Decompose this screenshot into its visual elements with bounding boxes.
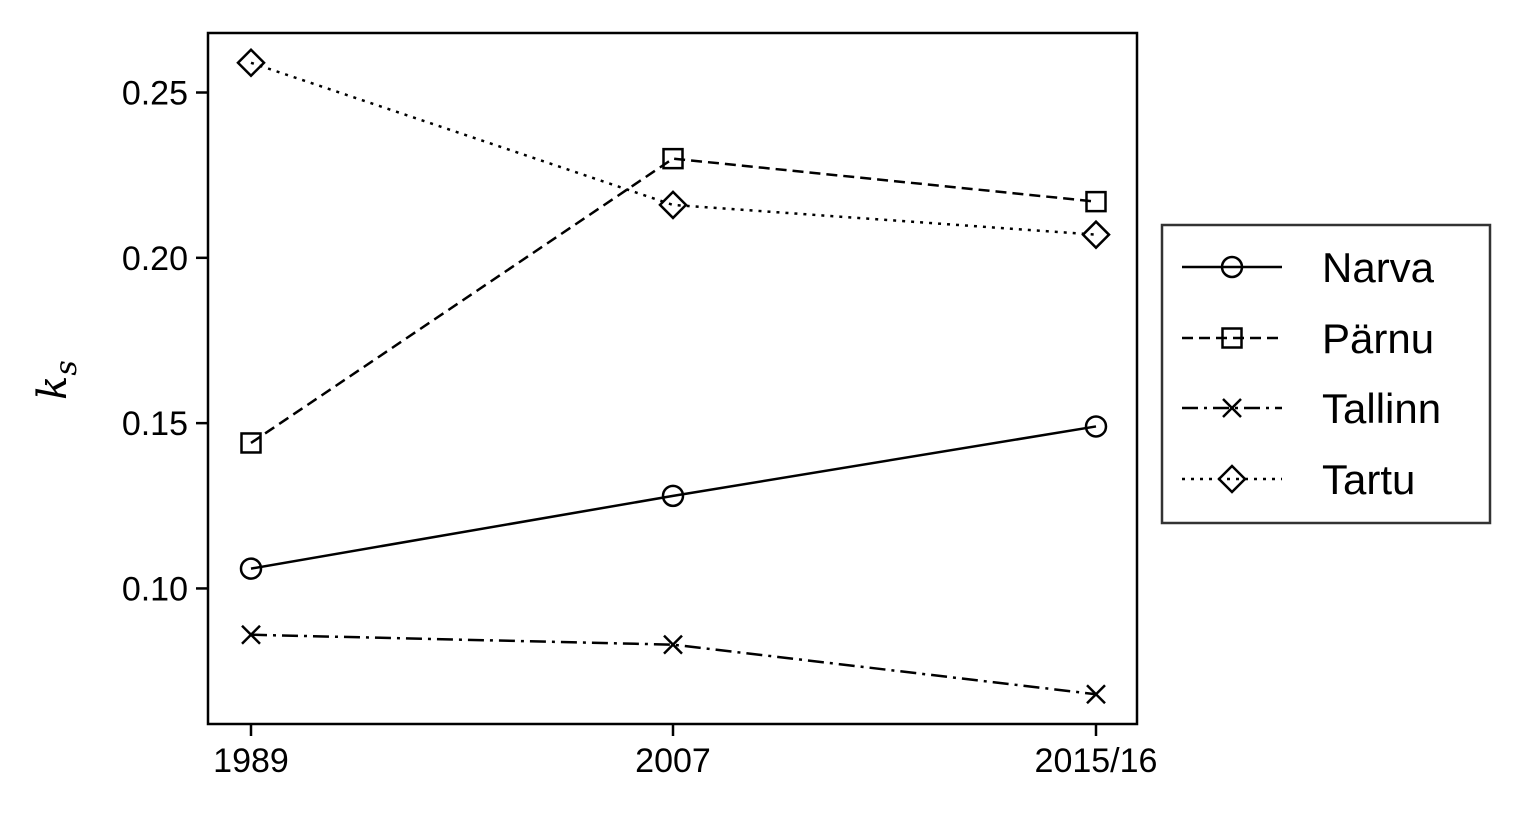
y-tick-label-2: 0.20 bbox=[122, 240, 188, 278]
plot-frame bbox=[206, 31, 1139, 726]
y-axis-label: ks bbox=[30, 360, 84, 400]
y-tick-label-1: 0.15 bbox=[122, 405, 188, 443]
point-tartu-2 bbox=[1081, 219, 1111, 250]
x-tick-label-0: 1989 bbox=[213, 742, 289, 780]
point-p-rnu-2 bbox=[1085, 190, 1107, 213]
series-layer bbox=[236, 47, 1111, 705]
x-tick-label-1: 2007 bbox=[635, 742, 711, 780]
point-tallinn-0-stroke-b bbox=[241, 624, 261, 645]
legend-entry-tartu: Tartu bbox=[1182, 456, 1415, 503]
point-tallinn-2 bbox=[1086, 684, 1106, 705]
series-p-rnu bbox=[240, 147, 1107, 454]
y-axis: 0.10 0.15 0.20 0.25 bbox=[122, 75, 208, 608]
point-narva-1 bbox=[661, 484, 685, 508]
series-tartu bbox=[236, 47, 1111, 250]
legend-marker-narva bbox=[1220, 255, 1244, 279]
legend-marker-tallinn-stroke-b bbox=[1222, 398, 1242, 418]
legend-label-tallinn: Tallinn bbox=[1322, 385, 1441, 432]
y-tick-label-0: 0.10 bbox=[122, 570, 188, 608]
point-tallinn-1-stroke-b bbox=[663, 634, 683, 655]
point-tartu-1 bbox=[658, 190, 688, 220]
point-tallinn-1 bbox=[663, 634, 683, 655]
series-line-tallinn bbox=[250, 633, 1097, 696]
x-axis: 1989 2007 2015/16 bbox=[213, 724, 1157, 780]
series-line-p-rnu bbox=[250, 157, 1097, 445]
legend-marker-p-rnu bbox=[1221, 327, 1243, 349]
point-p-rnu-1 bbox=[662, 147, 684, 170]
legend-label-p-rnu: Pärnu bbox=[1322, 315, 1434, 362]
y-axis-label-main: k bbox=[30, 376, 76, 400]
point-tallinn-0 bbox=[241, 624, 261, 645]
point-tartu-0 bbox=[236, 47, 266, 78]
y-axis-label-subscript: s bbox=[49, 360, 84, 375]
y-tick-label-3: 0.25 bbox=[122, 75, 188, 113]
point-narva-2 bbox=[1084, 415, 1108, 438]
legend-entry-p-rnu: Pärnu bbox=[1182, 315, 1434, 362]
legend-marker-tartu bbox=[1217, 464, 1247, 494]
series-tallinn bbox=[241, 624, 1106, 705]
legend-entry-tallinn: Tallinn bbox=[1182, 385, 1441, 432]
legend-frame bbox=[1160, 223, 1492, 525]
legend-entry-narva: Narva bbox=[1182, 244, 1435, 291]
legend-label-tartu: Tartu bbox=[1322, 456, 1415, 503]
plot-area bbox=[206, 31, 1139, 726]
series-narva bbox=[239, 415, 1108, 580]
point-p-rnu-0 bbox=[240, 432, 262, 454]
point-tallinn-2-stroke-b bbox=[1086, 684, 1106, 705]
point-narva-0 bbox=[239, 557, 263, 580]
legend-label-narva: Narva bbox=[1322, 244, 1435, 291]
legend: Narva Pärnu Tallinn Tartu bbox=[1160, 223, 1492, 525]
x-tick-label-2: 2015/16 bbox=[1035, 742, 1158, 780]
series-line-narva bbox=[250, 425, 1097, 570]
legend-marker-tallinn bbox=[1222, 398, 1242, 418]
